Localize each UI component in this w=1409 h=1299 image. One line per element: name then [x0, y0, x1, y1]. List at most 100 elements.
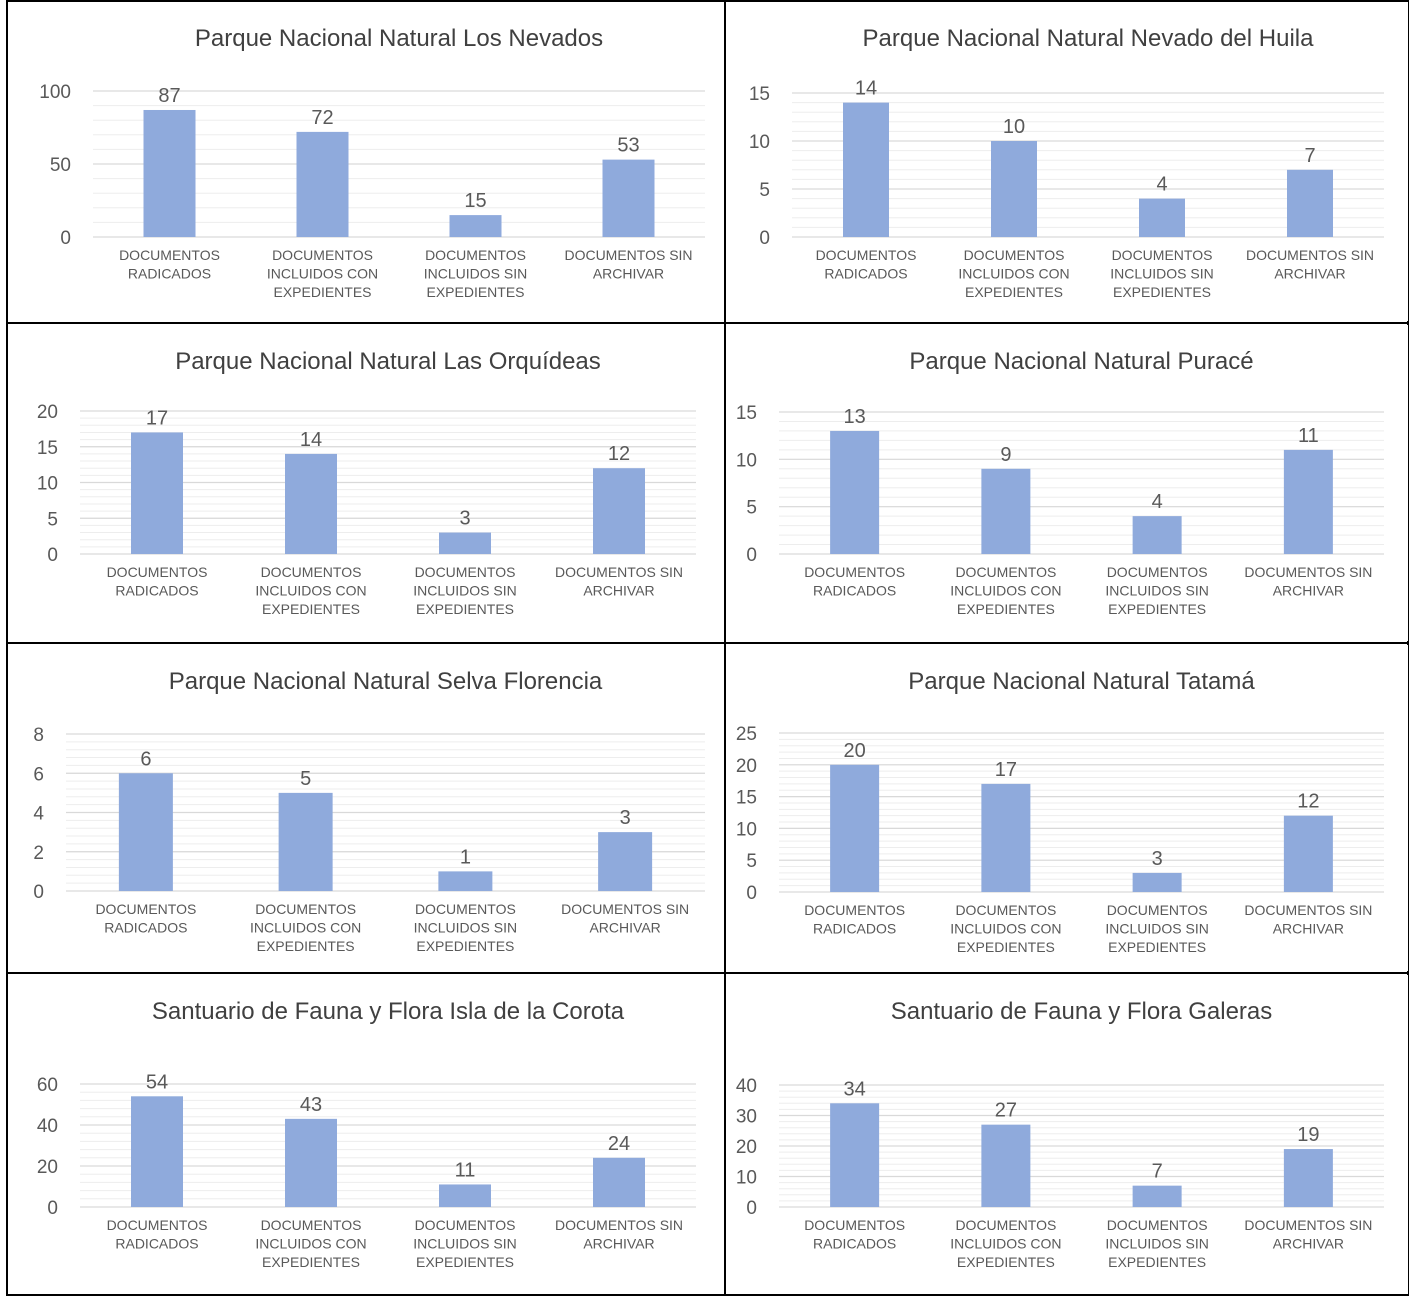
category-label: EXPEDIENTES	[1108, 1254, 1206, 1270]
y-tick-label: 15	[736, 788, 757, 809]
chart-title: Parque Nacional Natural Las Orquídeas	[175, 348, 601, 375]
y-tick-label: 20	[37, 1157, 58, 1178]
y-tick-label: 5	[746, 498, 757, 519]
category-label: EXPEDIENTES	[1113, 284, 1211, 300]
y-tick-label: 20	[736, 756, 757, 777]
data-label: 17	[146, 407, 168, 429]
category-label: DOCUMENTOS	[261, 1217, 362, 1233]
category-label: RADICADOS	[824, 266, 907, 282]
bar	[439, 1184, 491, 1207]
category-label: INCLUIDOS SIN	[413, 583, 516, 599]
data-label: 20	[844, 740, 866, 762]
y-tick-label: 10	[749, 132, 770, 153]
bar	[1132, 872, 1182, 892]
bar-chart: Parque Nacional Natural Puracé 0 5 10 15 13 DO…	[736, 348, 1384, 617]
chart-title: Parque Nacional Natural Nevado del Huila	[863, 25, 1315, 52]
bar	[991, 141, 1037, 237]
category-label: DOCUMENTOS	[425, 247, 526, 263]
category-label: EXPEDIENTES	[416, 1254, 514, 1270]
bar	[285, 1118, 337, 1207]
category-label: DOCUMENTOS	[955, 1217, 1056, 1233]
y-tick-label: 10	[37, 474, 58, 495]
category-label: INCLUIDOS CON	[950, 583, 1061, 599]
y-tick-label: 4	[33, 804, 44, 825]
y-tick-label: 0	[759, 228, 770, 249]
category-label: DOCUMENTOS SIN	[1244, 1217, 1372, 1233]
bar	[278, 792, 333, 891]
table-border-row-3	[8, 972, 1409, 974]
table-border-middle	[724, 0, 726, 1296]
category-label: ARCHIVAR	[1274, 266, 1345, 282]
category-label: DOCUMENTOS SIN	[1244, 564, 1372, 580]
category-label: EXPEDIENTES	[1108, 601, 1206, 617]
category-label: DOCUMENTOS	[95, 901, 196, 917]
category-label: DOCUMENTOS	[1107, 1217, 1208, 1233]
category-label: ARCHIVAR	[1273, 1236, 1344, 1252]
y-tick-label: 0	[33, 882, 44, 903]
bar	[1132, 516, 1182, 554]
data-label: 11	[455, 1159, 476, 1181]
chart-panel: Santuario de Fauna y Flora Isla de la Co…	[8, 975, 723, 1294]
chart-title: Santuario de Fauna y Flora Isla de la Co…	[152, 998, 625, 1025]
y-tick-label: 0	[60, 228, 71, 249]
chart-title: Parque Nacional Natural Los Nevados	[195, 25, 603, 52]
bar	[1139, 198, 1185, 237]
bar-chart: Parque Nacional Natural Tatamá 0 5 10 15 20 25…	[736, 668, 1384, 955]
category-label: INCLUIDOS CON	[958, 266, 1069, 282]
category-label: ARCHIVAR	[589, 920, 660, 936]
data-label: 34	[844, 1078, 866, 1100]
category-label: DOCUMENTOS	[415, 1217, 516, 1233]
category-label: DOCUMENTOS	[804, 564, 905, 580]
category-label: EXPEDIENTES	[1108, 939, 1206, 955]
y-tick-label: 15	[37, 438, 58, 459]
data-label: 5	[300, 768, 311, 790]
category-label: DOCUMENTOS	[107, 1217, 208, 1233]
category-label: INCLUIDOS SIN	[1110, 266, 1213, 282]
category-label: DOCUMENTOS	[816, 247, 917, 263]
category-label: DOCUMENTOS	[415, 564, 516, 580]
bar	[1283, 1149, 1333, 1207]
y-tick-label: 8	[33, 725, 44, 746]
category-label: INCLUIDOS CON	[950, 921, 1061, 937]
chart-title: Parque Nacional Natural Tatamá	[908, 668, 1255, 695]
category-label: DOCUMENTOS SIN	[555, 1217, 683, 1233]
category-label: RADICADOS	[115, 583, 198, 599]
category-label: EXPEDIENTES	[426, 284, 524, 300]
bar	[1283, 449, 1333, 554]
y-tick-label: 20	[37, 402, 58, 423]
category-label: DOCUMENTOS	[804, 1217, 905, 1233]
y-tick-label: 100	[39, 82, 71, 103]
y-tick-label: 0	[47, 545, 58, 566]
category-label: RADICADOS	[104, 920, 187, 936]
category-label: EXPEDIENTES	[416, 601, 514, 617]
bar-chart: Santuario de Fauna y Flora Isla de la Co…	[37, 998, 696, 1270]
category-label: DOCUMENTOS SIN	[564, 247, 692, 263]
category-label: INCLUIDOS CON	[250, 920, 361, 936]
chart-title: Parque Nacional Natural Selva Florencia	[169, 668, 603, 695]
data-label: 7	[1304, 145, 1315, 167]
category-label: INCLUIDOS CON	[267, 266, 378, 282]
category-label: INCLUIDOS CON	[255, 583, 366, 599]
y-tick-label: 60	[37, 1075, 58, 1096]
table-border-top	[8, 0, 1409, 2]
category-label: EXPEDIENTES	[965, 284, 1063, 300]
category-label: DOCUMENTOS SIN	[1246, 247, 1374, 263]
bar	[981, 468, 1031, 554]
bar-chart: Parque Nacional Natural Nevado del Huila…	[749, 25, 1384, 300]
table-border-right	[1407, 0, 1409, 1296]
category-label: ARCHIVAR	[583, 1236, 654, 1252]
category-label: DOCUMENTOS	[804, 902, 905, 918]
category-label: INCLUIDOS CON	[255, 1236, 366, 1252]
category-label: DOCUMENTOS SIN	[561, 901, 689, 917]
category-label: INCLUIDOS SIN	[1105, 921, 1208, 937]
chart-panel: Parque Nacional Natural Selva Florencia 0…	[8, 645, 723, 971]
data-label: 14	[300, 429, 322, 451]
y-tick-label: 10	[736, 1168, 757, 1189]
data-label: 87	[158, 85, 180, 107]
bar	[598, 832, 653, 891]
y-tick-label: 30	[736, 1107, 757, 1128]
y-tick-label: 0	[47, 1198, 58, 1219]
y-tick-label: 40	[37, 1116, 58, 1137]
data-label: 53	[617, 135, 639, 157]
bar	[1287, 169, 1333, 237]
